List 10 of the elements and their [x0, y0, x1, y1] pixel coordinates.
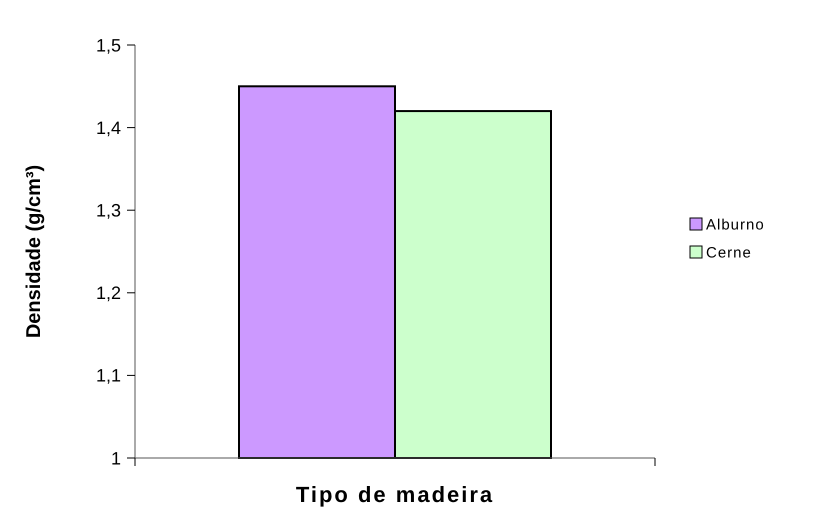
y-tick-label: 1,1 — [96, 366, 121, 386]
y-tick-label: 1 — [110, 448, 121, 468]
y-axis-title: Densidade (g/cm³) — [23, 164, 45, 338]
legend-label: Alburno — [706, 216, 765, 234]
y-tick-label: 1,3 — [96, 200, 121, 220]
x-axis-title: Tipo de madeira — [296, 482, 494, 507]
y-tick-label: 1,5 — [96, 35, 121, 56]
legend-label: Cerne — [706, 244, 752, 262]
y-tick-label: 1,2 — [96, 283, 121, 304]
y-tick-label: 1,4 — [96, 118, 121, 138]
